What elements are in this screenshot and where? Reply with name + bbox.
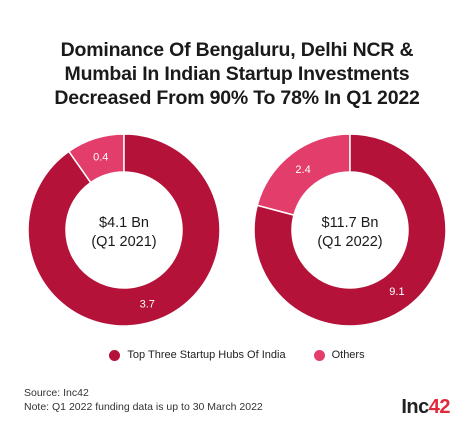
legend-label-others: Others (331, 349, 365, 361)
donut-1-center-label-1: $4.1 Bn (99, 215, 149, 231)
donut-2-slice-top-three-startup-hubs-of-india (253, 133, 447, 327)
title-line-2: Mumbai In Indian Startup Investments (64, 63, 410, 85)
donut-1-center-label-2: (Q1 2021) (91, 234, 156, 250)
source-text: Source: Inc42 (24, 387, 89, 399)
title-line-1: Dominance Of Bengaluru, Delhi NCR & (60, 39, 414, 61)
legend-label-top-three: Top Three Startup Hubs Of India (127, 349, 286, 361)
legend-item-top-three: Top Three Startup Hubs Of India (109, 349, 286, 361)
logo-accent: 42 (428, 396, 451, 418)
legend-swatch-others (313, 349, 325, 361)
legend: Top Three Startup Hubs Of India Others (0, 349, 474, 361)
legend-item-others: Others (313, 349, 365, 361)
donut-1-value-label-others: 0.4 (93, 152, 108, 164)
donut-2-center-label-2: (Q1 2022) (317, 234, 382, 250)
inc42-logo: Inc42 (401, 396, 450, 419)
donut-2-value-label-others: 2.4 (295, 164, 310, 176)
donut-2-center-label-1: $11.7 Bn (322, 215, 379, 231)
note-text: Note: Q1 2022 funding data is up to 30 M… (24, 401, 263, 413)
title-line-3: Decreased From 90% To 78% In Q1 2022 (54, 87, 420, 109)
donut-2-value-label-top-three-startup-hubs-of-india: 9.1 (389, 286, 404, 298)
donut-1-value-label-top-three-startup-hubs-of-india: 3.7 (140, 298, 155, 310)
logo-main: Inc (401, 396, 429, 418)
legend-swatch-top-three (109, 349, 121, 361)
donut-1-slice-top-three-startup-hubs-of-india (27, 133, 221, 327)
chart-title: Dominance Of Bengaluru, Delhi NCR & Mumb… (0, 38, 474, 110)
footer: Source: Inc42 Note: Q1 2022 funding data… (24, 386, 263, 414)
